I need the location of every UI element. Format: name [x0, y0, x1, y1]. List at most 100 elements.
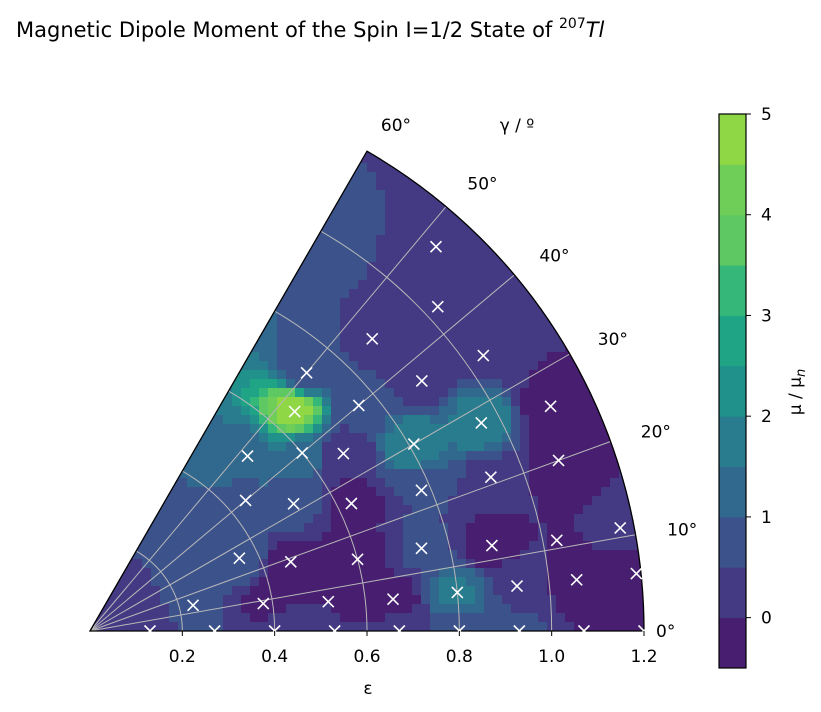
heat-cell: [592, 406, 602, 416]
heat-cell: [502, 361, 512, 371]
heat-cell: [223, 415, 233, 425]
heat-cell: [160, 127, 170, 137]
heat-cell: [187, 523, 197, 533]
heat-cell: [142, 433, 152, 443]
heat-cell: [574, 397, 584, 407]
heat-cell: [592, 235, 602, 245]
heat-cell: [520, 424, 530, 434]
heat-cell: [97, 253, 107, 263]
heat-cell: [340, 262, 350, 272]
heat-cell: [349, 217, 359, 227]
heat-cell: [412, 244, 422, 254]
heat-cell: [376, 424, 386, 434]
heat-cell: [367, 541, 377, 551]
heat-cell: [241, 217, 251, 227]
heat-cell: [331, 406, 341, 416]
heat-cell: [133, 181, 143, 191]
heat-cell: [475, 550, 485, 560]
heat-cell: [187, 100, 197, 110]
heat-cell: [322, 334, 332, 344]
heat-cell: [619, 406, 629, 416]
heat-cell: [412, 253, 422, 263]
heat-cell: [439, 235, 449, 245]
heat-cell: [106, 271, 116, 281]
heat-cell: [466, 100, 476, 110]
heat-cell: [277, 406, 287, 416]
heat-cell: [160, 289, 170, 299]
heat-cell: [106, 433, 116, 443]
heat-cell: [529, 424, 539, 434]
heat-cell: [475, 487, 485, 497]
heat-cell: [619, 82, 629, 92]
sample-markers: [143, 240, 651, 638]
heat-cell: [178, 190, 188, 200]
heat-cell: [313, 154, 323, 164]
heat-cell: [520, 181, 530, 191]
heat-cell: [124, 235, 134, 245]
heat-cell: [367, 208, 377, 218]
heat-cell: [196, 487, 206, 497]
heat-cell: [547, 91, 557, 101]
heat-cell: [142, 622, 152, 631]
heat-cell: [313, 613, 323, 623]
heat-cell: [187, 478, 197, 488]
heat-cell: [268, 289, 278, 299]
heat-cell: [529, 136, 539, 146]
heat-cell: [493, 613, 503, 623]
heat-cell: [358, 586, 368, 596]
heat-cell: [457, 100, 467, 110]
heat-cell: [394, 298, 404, 308]
heat-cell: [448, 343, 458, 353]
heat-cell: [583, 451, 593, 461]
heat-cell: [214, 595, 224, 605]
heat-cell: [439, 172, 449, 182]
heat-cell: [160, 469, 170, 479]
heat-cell: [610, 109, 620, 119]
heat-cell: [538, 109, 548, 119]
colorbar-tick-label: 1: [761, 508, 772, 528]
heat-cell: [295, 271, 305, 281]
heat-cell: [610, 424, 620, 434]
heat-cell: [376, 100, 386, 110]
heat-cell: [439, 262, 449, 272]
heat-cell: [97, 496, 107, 506]
heat-cell: [565, 550, 575, 560]
heat-cell: [286, 388, 296, 398]
heat-cell: [178, 136, 188, 146]
heat-cell: [583, 397, 593, 407]
heat-cell: [304, 613, 314, 623]
heat-cell: [628, 460, 638, 470]
heat-cell: [538, 217, 548, 227]
heat-cell: [430, 199, 440, 209]
heat-cell: [97, 118, 107, 128]
heat-cell: [133, 388, 143, 398]
heat-cell: [511, 613, 521, 623]
heat-cell: [115, 208, 125, 218]
heat-cell: [331, 388, 341, 398]
heat-cell: [304, 334, 314, 344]
heat-cell: [142, 577, 152, 587]
heat-cell: [304, 532, 314, 542]
heat-cell: [511, 244, 521, 254]
heat-cell: [277, 370, 287, 380]
heat-cell: [187, 334, 197, 344]
heat-cell: [466, 496, 476, 506]
heat-cell: [277, 235, 287, 245]
sample-marker: [513, 624, 526, 638]
heat-cell: [430, 604, 440, 614]
heat-cell: [457, 505, 467, 515]
heat-cell: [547, 415, 557, 425]
heat-cell: [484, 262, 494, 272]
heat-cell: [439, 280, 449, 290]
heat-cell: [601, 577, 611, 587]
heat-cell: [412, 163, 422, 173]
heat-cell: [520, 307, 530, 317]
heat-cell: [403, 352, 413, 362]
heat-cell: [115, 496, 125, 506]
heat-cell: [637, 316, 644, 326]
heat-cell: [133, 244, 143, 254]
heat-cell: [187, 469, 197, 479]
heat-cell: [232, 208, 242, 218]
heat-cell: [115, 577, 125, 587]
heat-cell: [241, 631, 251, 641]
